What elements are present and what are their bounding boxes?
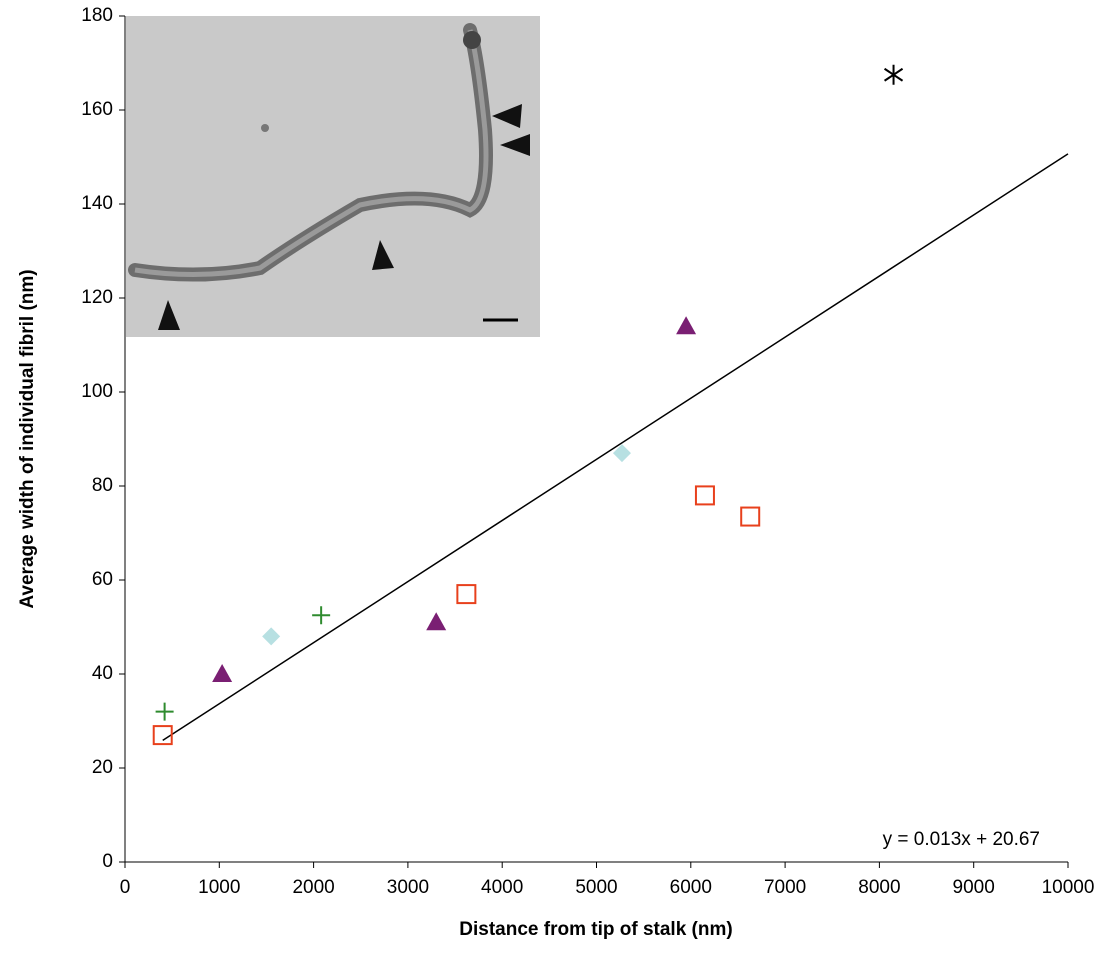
x-tick-label: 2000 bbox=[292, 877, 334, 898]
y-tick-label: 0 bbox=[102, 851, 113, 872]
x-tick-label: 8000 bbox=[858, 877, 900, 898]
point bbox=[740, 506, 761, 527]
y-tick-label: 120 bbox=[81, 287, 113, 308]
x-tick-label: 10000 bbox=[1042, 877, 1095, 898]
x-tick-label: 3000 bbox=[387, 877, 429, 898]
point bbox=[212, 664, 233, 682]
x-axis-label: Distance from tip of stalk (nm) bbox=[459, 919, 732, 940]
point bbox=[694, 485, 715, 506]
point bbox=[155, 702, 174, 721]
y-tick-label: 160 bbox=[81, 99, 113, 120]
y-tick-label: 20 bbox=[92, 757, 113, 778]
point bbox=[312, 606, 331, 625]
y-tick-label: 40 bbox=[92, 663, 113, 684]
trendline-label: y = 0.013x + 20.67 bbox=[883, 829, 1040, 850]
x-tick-label: 9000 bbox=[953, 877, 995, 898]
x-tick-label: 1000 bbox=[198, 877, 240, 898]
point bbox=[456, 584, 477, 605]
inset-micrograph bbox=[126, 16, 540, 337]
y-tick-label: 60 bbox=[92, 569, 113, 590]
point bbox=[262, 627, 281, 646]
point bbox=[426, 612, 447, 631]
x-tick-label: 4000 bbox=[481, 877, 523, 898]
trendline bbox=[162, 153, 1069, 742]
x-tick-label: 6000 bbox=[670, 877, 712, 898]
point bbox=[676, 316, 697, 335]
point bbox=[612, 444, 631, 463]
point bbox=[152, 725, 173, 746]
x-tick-label: 7000 bbox=[764, 877, 806, 898]
x-tick-label: 5000 bbox=[575, 877, 617, 898]
x-tick-label: 0 bbox=[120, 877, 131, 898]
y-tick-label: 180 bbox=[81, 5, 113, 26]
y-axis-label: Average width of individual fibril (nm) bbox=[17, 269, 38, 608]
y-tick-label: 140 bbox=[81, 193, 113, 214]
y-tick-label: 100 bbox=[81, 381, 113, 402]
y-tick-label: 80 bbox=[92, 475, 113, 496]
point bbox=[883, 64, 904, 85]
